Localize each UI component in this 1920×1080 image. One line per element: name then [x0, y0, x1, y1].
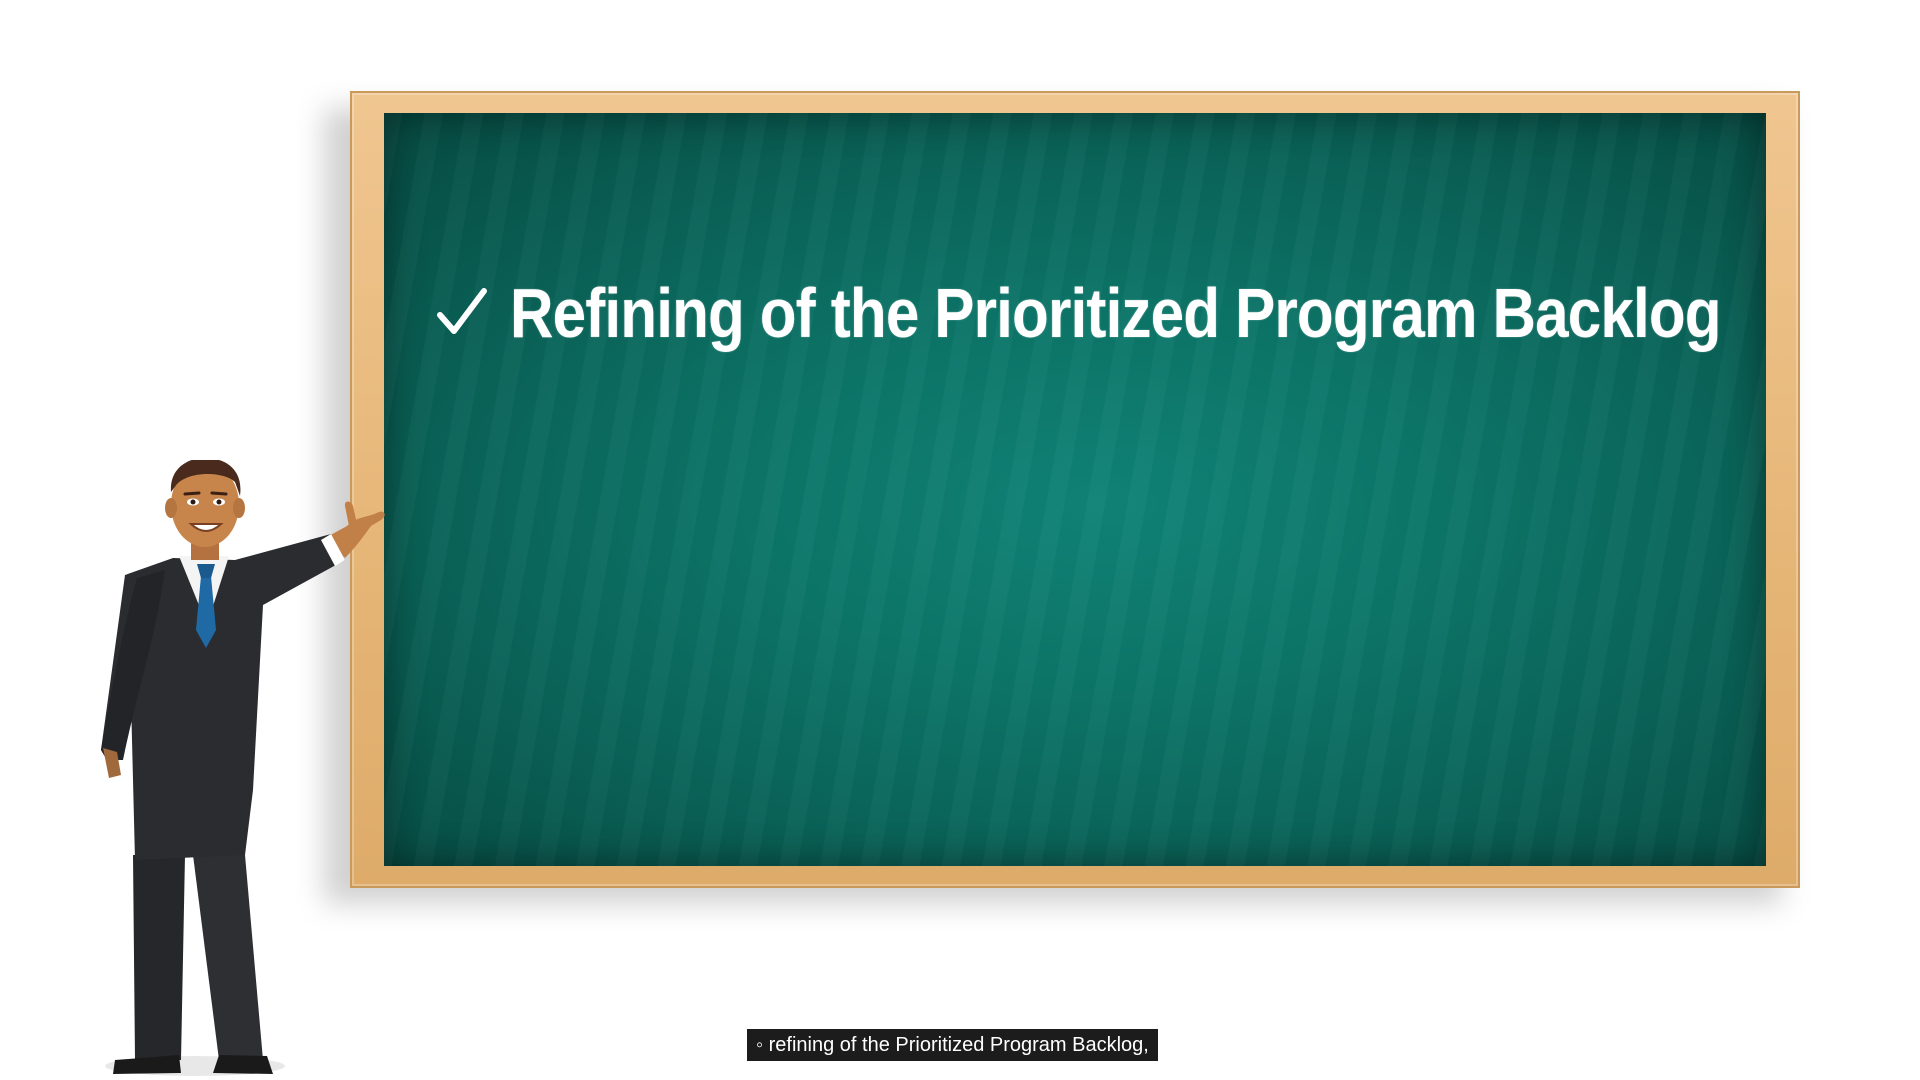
chalkboard-frame: Refining of the Prioritized Program Back…: [350, 91, 1800, 888]
chalkboard: Refining of the Prioritized Program Back…: [384, 113, 1766, 866]
bullet-text: Refining of the Prioritized Program Back…: [510, 274, 1722, 352]
check-icon: [437, 288, 487, 334]
subtitle-caption: ◦ refining of the Prioritized Program Ba…: [747, 1029, 1158, 1061]
bullet-item: Refining of the Prioritized Program Back…: [434, 273, 1766, 353]
presenter-illustration: [101, 460, 385, 1076]
